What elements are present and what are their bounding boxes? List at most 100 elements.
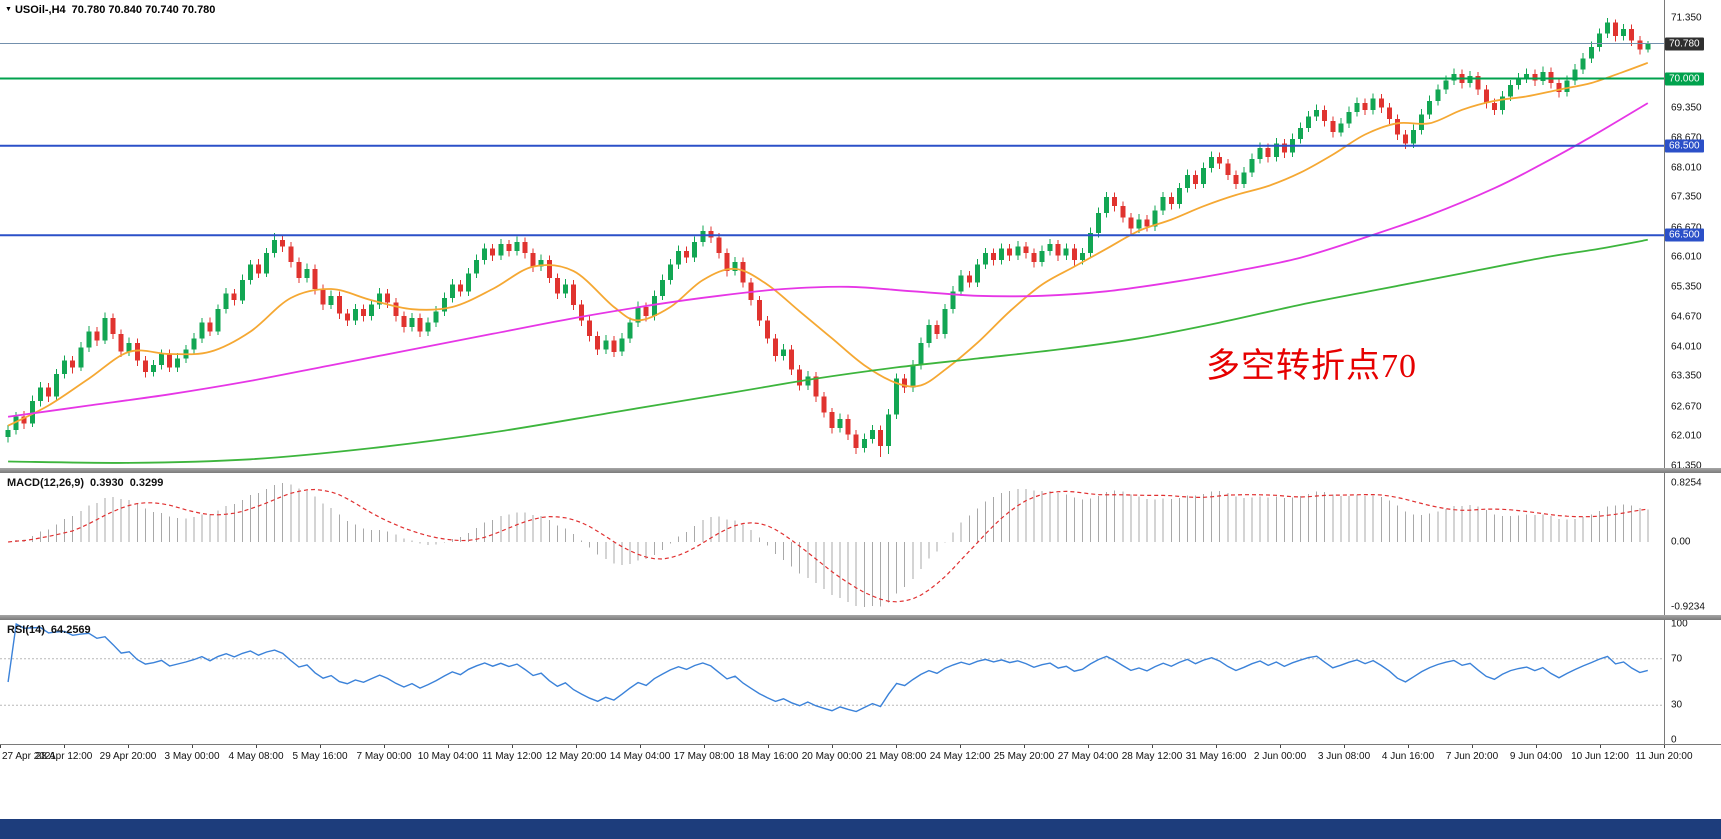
time-axis-label: 28 May 12:00 bbox=[1121, 751, 1183, 762]
time-axis-label: 21 May 08:00 bbox=[865, 751, 927, 762]
macd-axis-label: -0.9234 bbox=[1671, 601, 1705, 613]
macd-main-value: 0.3930 bbox=[90, 477, 124, 489]
price-axis-label: 65.350 bbox=[1671, 281, 1702, 293]
time-tick bbox=[1472, 745, 1473, 748]
candlestick-chart[interactable] bbox=[0, 0, 1664, 468]
time-tick bbox=[448, 745, 449, 748]
time-tick bbox=[768, 745, 769, 748]
time-tick bbox=[704, 745, 705, 748]
rsi-axis-label: 70 bbox=[1671, 653, 1683, 665]
macd-label: MACD(12,26,9) 0.3930 0.3299 bbox=[7, 477, 163, 489]
symbol-dropdown-icon[interactable]: ▼ bbox=[5, 6, 12, 13]
rsi-axis-label: 0 bbox=[1671, 734, 1677, 746]
time-tick bbox=[1216, 745, 1217, 748]
time-axis-label: 11 Jun 20:00 bbox=[1635, 751, 1693, 762]
time-axis-label: 7 Jun 20:00 bbox=[1445, 751, 1499, 762]
rsi-label: RSI(14) 64.2569 bbox=[7, 624, 91, 636]
symbol-period-label: USOil-,H4 bbox=[14, 4, 66, 16]
time-axis-label: 7 May 00:00 bbox=[356, 751, 412, 762]
time-axis-label: 11 May 12:00 bbox=[482, 751, 542, 762]
hline-price-tag-70000: 70.000 bbox=[1665, 72, 1704, 85]
time-tick bbox=[0, 745, 1, 748]
chart-header: ▼ USOil-,H4 70.780 70.840 70.740 70.780 bbox=[5, 4, 215, 16]
macd-name: MACD(12,26,9) bbox=[7, 477, 85, 489]
time-axis-label: 10 Jun 12:00 bbox=[1571, 751, 1629, 762]
time-tick bbox=[192, 745, 193, 748]
macd-indicator-pane[interactable]: MACD(12,26,9) 0.3930 0.3299 bbox=[0, 473, 1664, 615]
time-axis-label: 31 May 16:00 bbox=[1185, 751, 1247, 762]
chart-annotation-text: 多空转折点70 bbox=[1206, 348, 1417, 385]
time-tick bbox=[1024, 745, 1025, 748]
time-axis-label: 4 May 08:00 bbox=[228, 751, 284, 762]
time-tick bbox=[1600, 745, 1601, 748]
macd-axis-label: 0.00 bbox=[1671, 536, 1691, 548]
time-axis[interactable]: 27 Apr 2021 28 Apr 12:00 29 Apr 20:00 3 May… bbox=[0, 744, 1721, 769]
time-axis-label: 12 May 20:00 bbox=[545, 751, 607, 762]
macd-histogram bbox=[15, 483, 1649, 607]
ohlc-values-label: 70.780 70.840 70.740 70.780 bbox=[71, 4, 216, 16]
time-tick bbox=[1152, 745, 1153, 748]
time-axis-label: 4 Jun 16:00 bbox=[1381, 751, 1435, 762]
macd-axis-label: 0.8254 bbox=[1671, 477, 1702, 489]
main-chart-pane[interactable]: ▼ USOil-,H4 70.780 70.840 70.740 70.780 多空… bbox=[0, 0, 1664, 468]
time-axis-label: 29 Apr 20:00 bbox=[99, 751, 157, 762]
ma-mid-line bbox=[7, 102, 1649, 418]
time-axis-label: 18 May 16:00 bbox=[737, 751, 799, 762]
time-tick bbox=[1536, 745, 1537, 748]
hline-price-tag-68500: 68.500 bbox=[1665, 139, 1704, 153]
rsi-value: 64.2569 bbox=[50, 624, 91, 636]
time-tick bbox=[1088, 745, 1089, 748]
macd-signal-value: 0.3299 bbox=[129, 477, 164, 489]
price-axis-label: 64.010 bbox=[1671, 341, 1702, 353]
time-tick bbox=[960, 745, 961, 748]
time-axis-label: 28 Apr 12:00 bbox=[35, 751, 93, 762]
time-tick bbox=[832, 745, 833, 748]
price-axis-label: 68.670 bbox=[1671, 132, 1702, 144]
price-axis-label: 62.010 bbox=[1671, 430, 1702, 442]
price-axis-label: 68.010 bbox=[1671, 162, 1702, 174]
price-axis[interactable]: 71.350 69.350 68.670 68.010 67.350 66.670 66.0… bbox=[1664, 0, 1721, 746]
price-axis-label: 62.670 bbox=[1671, 401, 1702, 413]
rsi-axis-label: 30 bbox=[1671, 699, 1683, 711]
time-axis-label: 2 Jun 00:00 bbox=[1253, 751, 1307, 762]
time-tick bbox=[64, 745, 65, 748]
time-axis-label: 3 Jun 08:00 bbox=[1317, 751, 1371, 762]
macd-chart[interactable] bbox=[0, 473, 1664, 615]
rsi-chart[interactable] bbox=[0, 620, 1664, 744]
time-tick bbox=[256, 745, 257, 748]
price-axis-label: 63.350 bbox=[1671, 370, 1702, 382]
time-axis-label: 17 May 08:00 bbox=[673, 751, 735, 762]
time-axis-label: 27 May 04:00 bbox=[1057, 751, 1119, 762]
price-axis-label: 71.350 bbox=[1671, 12, 1702, 24]
current-price-tag: 70.780 bbox=[1665, 37, 1704, 50]
time-axis-label: 14 May 04:00 bbox=[609, 751, 671, 762]
price-axis-label: 66.010 bbox=[1671, 251, 1702, 263]
price-axis-label: 66.670 bbox=[1671, 222, 1702, 234]
rsi-name: RSI(14) bbox=[7, 624, 45, 636]
hline-price-tag-66500: 66.500 bbox=[1665, 228, 1704, 242]
price-axis-label: 64.670 bbox=[1671, 311, 1702, 323]
time-axis-label: 9 Jun 04:00 bbox=[1509, 751, 1563, 762]
taskbar[interactable] bbox=[0, 819, 1721, 839]
pane-separator[interactable] bbox=[0, 615, 1721, 620]
time-axis-label: 5 May 16:00 bbox=[292, 751, 348, 762]
time-tick bbox=[1280, 745, 1281, 748]
macd-signal-line bbox=[8, 488, 1648, 603]
time-axis-label: 24 May 12:00 bbox=[929, 751, 991, 762]
time-axis-label: 3 May 00:00 bbox=[164, 751, 220, 762]
candlesticks bbox=[5, 18, 1651, 457]
price-axis-label: 69.350 bbox=[1671, 102, 1702, 114]
pane-separator[interactable] bbox=[0, 468, 1721, 473]
rsi-axis-label: 100 bbox=[1671, 618, 1688, 630]
time-tick bbox=[1344, 745, 1345, 748]
rsi-line bbox=[7, 622, 1648, 713]
time-axis-label: 20 May 00:00 bbox=[801, 751, 863, 762]
time-tick bbox=[384, 745, 385, 748]
time-tick bbox=[320, 745, 321, 748]
ma-slow-line bbox=[8, 238, 1648, 464]
time-tick bbox=[576, 745, 577, 748]
time-tick bbox=[128, 745, 129, 748]
rsi-indicator-pane[interactable]: RSI(14) 64.2569 bbox=[0, 620, 1664, 744]
time-axis-label: 10 May 04:00 bbox=[417, 751, 479, 762]
